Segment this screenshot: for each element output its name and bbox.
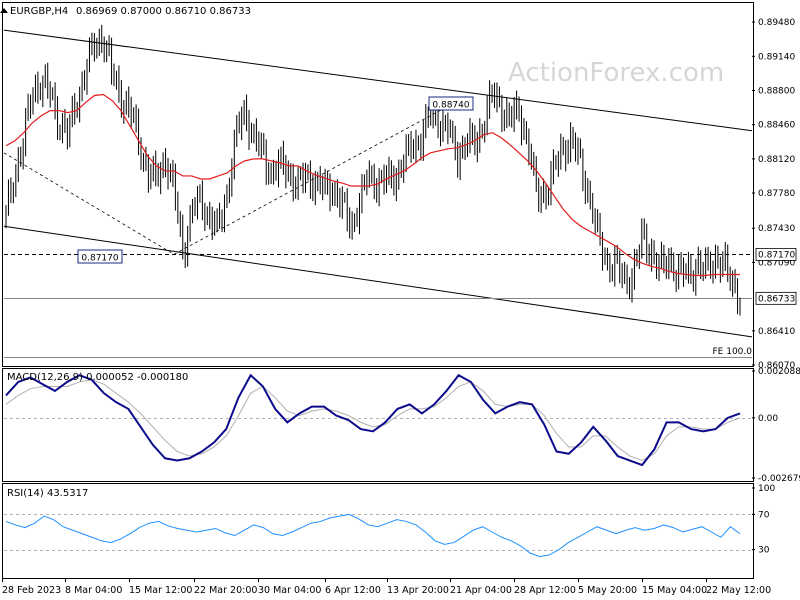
rsi-plot: [4, 513, 752, 558]
rsi-tick-label-2: 30: [758, 546, 770, 556]
main-indicators: 0.87170 0.88740: [5, 93, 740, 277]
time-tick-label-9: 5 May 20:00: [578, 585, 637, 596]
annotation-box-1: [428, 96, 474, 111]
macd-tick-label-2: -0.002679: [758, 474, 800, 484]
time-tick-label-4: 30 Mar 04:00: [258, 585, 321, 596]
level-box-1: [755, 291, 797, 305]
candles: [5, 24, 741, 316]
macd-plot: [4, 373, 752, 467]
time-tick-label-2: 15 Mar 12:00: [129, 585, 192, 596]
rsi-tick-label-1: 70: [758, 510, 770, 520]
macd-line: [5, 373, 741, 467]
header-ohlc: 0.86969 0.87000 0.86710 0.86733: [76, 6, 251, 17]
macd-tick-label-0: 0.002088: [758, 367, 800, 377]
time-tick-label-8: 28 Apr 12:00: [514, 585, 576, 596]
time-tick-label-0: 28 Feb 2023: [2, 585, 61, 596]
level-label-2: FE 100.0: [713, 347, 753, 357]
main-panel-frame: [2, 2, 754, 367]
watermark: ActionForex.com: [508, 58, 724, 88]
time-tick-label-1: 8 Mar 04:00: [65, 585, 122, 596]
axis-labels: 0.89480 0.89140 0.88800 0.88460 0.88120 0.877…: [2, 18, 800, 596]
time-tick-label-3: 22 Mar 20:00: [194, 585, 257, 596]
price-tick-label-3: 0.88460: [758, 121, 795, 131]
level-box-0: [755, 247, 797, 261]
price-tick-label-0: 0.89480: [758, 18, 795, 28]
level-value-1: 0.86733: [758, 294, 795, 304]
projection-line-2: [173, 96, 467, 255]
channel-lower-line: [3, 225, 753, 338]
rsi-tick-label-0: 100: [758, 484, 775, 494]
time-tick-label-5: 6 Apr 12:00: [325, 585, 381, 596]
time-tick-label-6: 13 Apr 20:00: [387, 585, 449, 596]
time-tick-label-7: 21 Apr 04:00: [450, 585, 512, 596]
time-tick-label-11: 22 May 12:00: [706, 585, 771, 596]
moving-average-line: [5, 93, 740, 277]
macd-panel-frame: [2, 368, 754, 482]
channel-upper-line: [3, 29, 753, 132]
macd-title: MACD(12,26,9) 0.000052 -0.000180: [7, 372, 188, 383]
annotation-label-1: 0.88740: [432, 101, 469, 111]
price-tick-label-6: 0.87430: [758, 224, 795, 234]
price-tick-label-1: 0.89140: [758, 52, 795, 62]
price-tick-label-8: 0.86410: [758, 327, 795, 337]
annotation-box-0: [77, 249, 123, 264]
header-symbol: EURGBP,H4: [10, 6, 68, 17]
price-tick-label-9: 0.86070: [758, 361, 795, 371]
macd-signal-line: [5, 379, 741, 462]
annotation-label-0: 0.87170: [81, 254, 118, 264]
rsi-line: [5, 513, 741, 558]
rsi-panel-frame: [2, 483, 754, 579]
price-tick-label-7: 0.87090: [758, 258, 795, 268]
macd-tick-label-1: 0.00: [758, 414, 778, 424]
header-symbol-icon: [0, 8, 8, 13]
price-tick-label-2: 0.88800: [758, 86, 795, 96]
time-tick-label-10: 15 May 04:00: [642, 585, 707, 596]
price-tick-label-4: 0.88120: [758, 155, 795, 165]
price-tick-label-5: 0.87780: [758, 189, 795, 199]
level-value-0: 0.87170: [758, 250, 795, 260]
rsi-title: RSI(14) 43.5317: [7, 488, 88, 499]
